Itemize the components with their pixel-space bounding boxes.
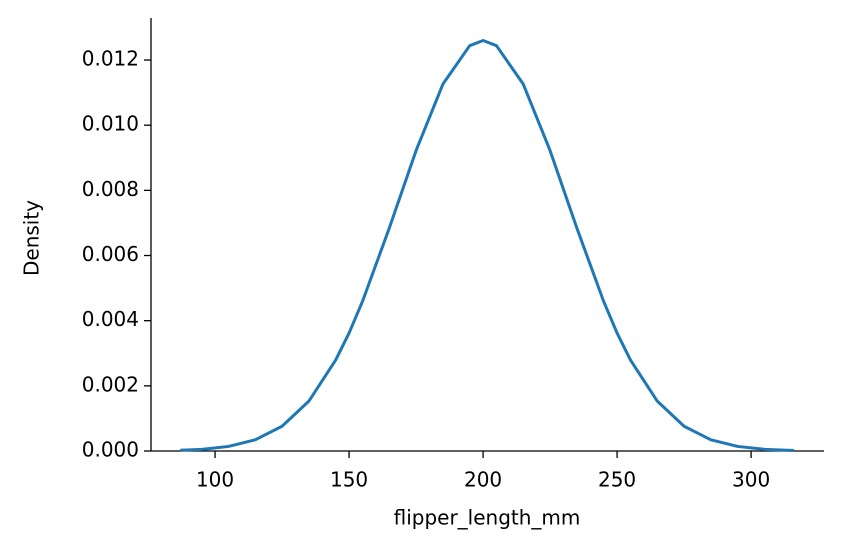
y-axis-label: Density bbox=[20, 200, 44, 276]
x-tick-label: 300 bbox=[732, 468, 770, 492]
y-tick-label: 0.012 bbox=[82, 47, 139, 71]
x-tick-label: 250 bbox=[598, 468, 636, 492]
density-line bbox=[180, 38, 795, 452]
x-tick-label: 100 bbox=[196, 468, 234, 492]
y-tick-label: 0.002 bbox=[82, 372, 139, 396]
y-tick-label: 0.010 bbox=[82, 112, 139, 136]
x-tick-label: 200 bbox=[464, 468, 502, 492]
x-tick-label: 150 bbox=[330, 468, 368, 492]
y-tick-label: 0.006 bbox=[82, 242, 139, 266]
y-tick-label: 0.000 bbox=[82, 438, 139, 462]
y-tick-label: 0.004 bbox=[82, 307, 139, 331]
y-tick-label: 0.008 bbox=[82, 177, 139, 201]
x-axis-label: flipper_length_mm bbox=[394, 506, 581, 530]
